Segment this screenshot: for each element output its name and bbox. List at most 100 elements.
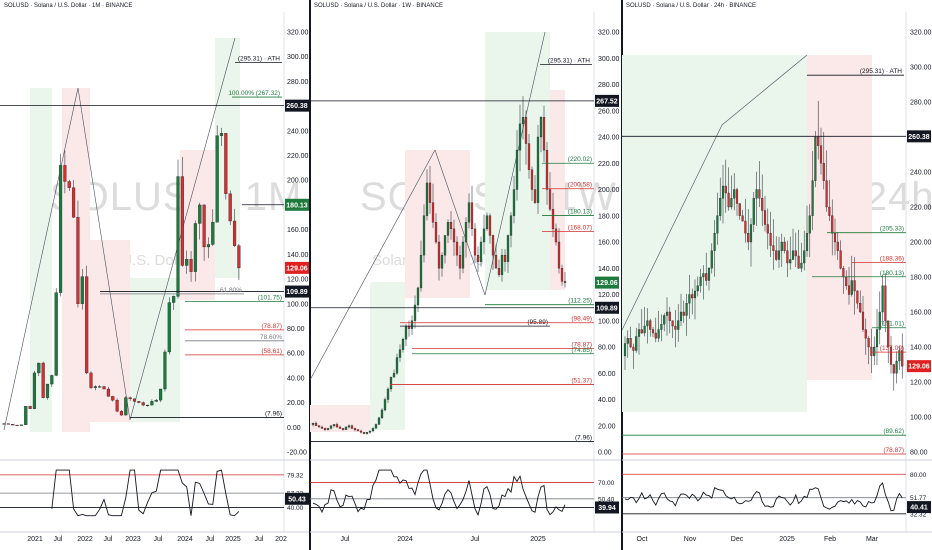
candle-body: [668, 311, 671, 321]
candle-body: [733, 189, 736, 199]
x-tick-label: Dec: [731, 536, 744, 543]
daily-chart-panel[interactable]: SOLUSD · Solana / U.S. Dollar · 24h · BI…: [622, 0, 932, 550]
candle-body: [28, 406, 32, 409]
candle-body: [19, 424, 23, 426]
candle-body: [873, 346, 876, 356]
candle-body: [145, 404, 150, 407]
candle-body: [163, 351, 167, 390]
daily-chart-header: SOLUSD · Solana / U.S. Dollar · 24h · BI…: [626, 3, 757, 9]
y-tick-label: 160.00: [598, 240, 620, 247]
candle-body: [705, 273, 708, 281]
y-tick-label: 60.00: [287, 351, 305, 358]
candle-body: [696, 285, 699, 292]
y-tick-label: 80.00: [598, 345, 616, 352]
candle-body: [154, 399, 158, 402]
y-tick-label: 160.00: [910, 310, 932, 317]
candle-body: [560, 268, 564, 282]
candle-body: [314, 422, 318, 426]
candle-body: [137, 401, 141, 403]
x-tick-label: 2022: [77, 536, 93, 543]
candle-body: [215, 135, 219, 223]
rsi-line: [624, 482, 903, 512]
candle-body: [2, 423, 6, 425]
candle-body: [180, 176, 184, 266]
candle-body: [11, 424, 15, 426]
candle-body: [563, 281, 567, 283]
indicator-tick-label: 40.00: [287, 505, 304, 512]
candle-body: [219, 133, 224, 136]
x-tick-label: Jul: [471, 536, 480, 543]
candle-body: [693, 290, 697, 299]
trend-line: [721, 54, 808, 126]
y-tick-label: 180.00: [910, 275, 932, 282]
candle-body: [317, 425, 321, 428]
y-tick-label: 220.00: [910, 205, 932, 212]
y-tick-label: 120.00: [598, 292, 620, 299]
candle-body: [677, 320, 680, 330]
trade-zone: [180, 150, 215, 300]
candle-body: [473, 228, 477, 256]
candle-body: [172, 296, 176, 303]
candle-body: [679, 311, 683, 321]
price-tag: [285, 198, 309, 211]
candle-body: [332, 424, 336, 426]
candle-body: [766, 224, 769, 234]
rsi-line: [312, 469, 566, 517]
candle-body: [111, 396, 115, 401]
candle-body: [518, 123, 522, 151]
weekly-chart-panel[interactable]: SOLUSD · Solana / U.S. Dollar · 1W · BIN…: [310, 0, 622, 550]
level-label: (180.13): [568, 209, 592, 216]
candle-body: [856, 290, 859, 304]
weekly-chart-canvas[interactable]: 320.00 300.00 280.00 260.00 240.00 220.00 200.…: [310, 0, 622, 550]
candle-body: [901, 350, 904, 367]
level-label: (7.96): [265, 410, 282, 417]
candle-body: [167, 302, 171, 353]
monthly-chart-canvas[interactable]: 320.00300.00280.00260.00240.00220.00200.…: [0, 0, 310, 550]
candle-body: [688, 294, 691, 304]
candle-body: [422, 215, 426, 256]
candle-body: [530, 169, 534, 190]
candle-body: [50, 375, 54, 385]
level-label: (168.07): [568, 224, 592, 231]
candle-body: [551, 209, 555, 230]
candle-body: [808, 215, 811, 234]
candle-body: [389, 377, 393, 390]
candle-body: [884, 285, 887, 321]
daily-chart-canvas[interactable]: 320.00300.00280.00260.00240.00220.00200.…: [622, 0, 932, 550]
price-tag: [285, 99, 309, 112]
level-label: (78.87): [883, 447, 904, 454]
candle-body: [822, 163, 825, 181]
y-tick-label: 300.00: [910, 65, 932, 72]
candle-body: [482, 228, 486, 243]
candle-body: [80, 276, 84, 304]
y-tick-label: 300.00: [598, 56, 620, 63]
monthly-chart-panel[interactable]: SOLUSD · Solana / U.S. Dollar · 1M · BIN…: [0, 0, 310, 550]
x-tick-label: 2025: [779, 536, 795, 543]
price-tag-label: 267.52: [596, 98, 618, 105]
level-label: (151.01): [880, 321, 904, 328]
x-tick-label: Nov: [684, 536, 697, 543]
x-tick-label: Mar: [866, 536, 879, 543]
candle-body: [443, 235, 447, 256]
candle-body: [386, 388, 390, 400]
candle-body: [515, 149, 519, 190]
candle-body: [41, 362, 45, 398]
candle-body: [232, 220, 237, 246]
panel-divider: [309, 0, 311, 550]
candle-body: [500, 254, 504, 275]
candle-body: [881, 285, 884, 313]
indicator-value-tag: [907, 501, 931, 514]
x-tick-label: 2024: [397, 536, 413, 543]
level-label: (101.75): [258, 295, 282, 302]
candle-body: [845, 276, 848, 286]
candle-body: [769, 233, 772, 246]
x-tick-label: 2024: [177, 536, 193, 543]
candle-body: [359, 430, 363, 433]
candle-body: [850, 280, 853, 295]
weekly-chart-header: SOLUSD · Solana / U.S. Dollar · 1W · BIN…: [314, 3, 444, 9]
level-label: (98.49): [571, 316, 592, 323]
candle-body: [707, 268, 711, 281]
candle-body: [506, 235, 510, 262]
x-tick-label: Jul: [104, 536, 113, 543]
candle-body: [719, 198, 722, 216]
